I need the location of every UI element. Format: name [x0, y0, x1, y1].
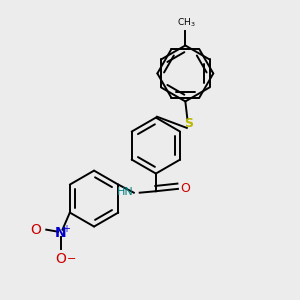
Text: O: O [30, 223, 41, 237]
Text: +: + [62, 224, 70, 234]
Text: HN: HN [117, 187, 134, 197]
Text: N: N [55, 226, 67, 240]
Text: CH$_3$: CH$_3$ [177, 17, 195, 29]
Text: O: O [56, 252, 66, 266]
Text: −: − [67, 254, 76, 264]
Text: S: S [184, 117, 193, 130]
Text: O: O [180, 182, 190, 195]
